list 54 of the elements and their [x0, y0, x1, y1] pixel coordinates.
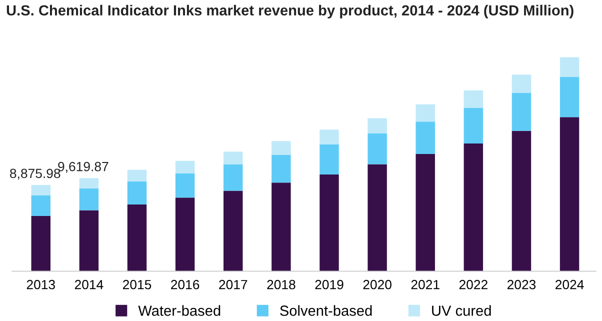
x-tick-label: 2014: [74, 280, 104, 290]
bar: [560, 57, 580, 77]
x-tick-label: 2018: [267, 280, 296, 290]
bar: [79, 188, 99, 210]
bar: [560, 76, 580, 118]
x-tick-label: 2022: [459, 280, 488, 290]
bar: [79, 178, 99, 188]
bar: [512, 74, 532, 93]
bar: [224, 152, 243, 164]
x-tick-label: 2019: [315, 280, 344, 290]
x-tick-label: 2023: [507, 280, 536, 290]
bar: [560, 117, 580, 272]
annotation: 9,619.87: [58, 162, 108, 173]
x-tick-label: 2017: [219, 280, 248, 290]
bar: [272, 155, 291, 183]
bar: [272, 141, 291, 156]
x-tick-label: 2013: [26, 280, 55, 290]
bar: [175, 198, 195, 272]
bar: [416, 154, 435, 272]
bar: [272, 182, 291, 272]
x-tick-label: 2015: [122, 280, 152, 290]
bar: [464, 90, 484, 108]
bar: [320, 130, 339, 145]
bar: [224, 190, 243, 272]
bar: [368, 118, 387, 134]
bar: [512, 92, 532, 131]
bar: [320, 174, 339, 272]
x-tick-label: 2021: [411, 280, 440, 290]
bar: [127, 204, 147, 272]
bar: [175, 173, 195, 198]
legend-label: Water-based: [138, 305, 220, 316]
bar: [31, 195, 50, 216]
x-tick-label: 2020: [363, 280, 392, 290]
bar: [320, 144, 339, 175]
x-tick-label: 2016: [171, 280, 200, 290]
bar: [416, 104, 435, 122]
legend-label: Solvent-based: [280, 305, 372, 316]
bar: [79, 210, 99, 272]
bar: [31, 216, 50, 272]
bar: [127, 181, 147, 204]
chart-title: U.S. Chemical Indicator Inks market revenue by product, 2014 - 2024 (USD Million): [6, 4, 574, 18]
bar: [175, 160, 195, 174]
bar: [368, 133, 387, 164]
bar: [224, 164, 243, 191]
bar: [464, 143, 484, 272]
bar: [127, 170, 147, 182]
bar: [416, 122, 435, 154]
legend-label: UV cured: [432, 305, 491, 316]
bar: [368, 164, 387, 272]
annotation: 8,875.98: [10, 168, 60, 180]
x-tick-label: 2024: [556, 280, 584, 290]
bar: [464, 108, 484, 144]
bar: [31, 185, 50, 196]
bar: [512, 130, 532, 272]
